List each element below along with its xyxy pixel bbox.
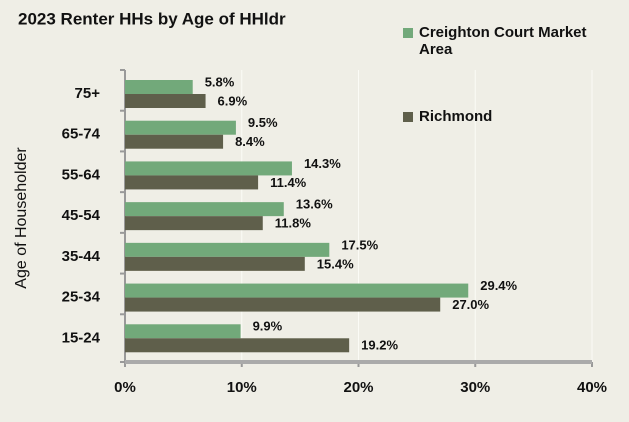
value-label: 17.5% — [341, 237, 378, 252]
y-tick-label: 45-54 — [62, 207, 101, 224]
bar — [125, 161, 292, 176]
value-label: 29.4% — [480, 278, 517, 293]
y-tick-label: 55-64 — [62, 166, 101, 183]
bar — [125, 94, 206, 108]
legend-item: Creighton Court Market Area — [403, 24, 618, 58]
bar — [125, 80, 193, 94]
bar — [125, 242, 330, 257]
bar — [125, 283, 469, 298]
value-label: 15.4% — [317, 256, 354, 271]
y-tick-label: 35-44 — [62, 248, 101, 265]
value-label: 27.0% — [452, 297, 489, 312]
bar — [125, 134, 224, 149]
value-label: 5.8% — [205, 74, 235, 89]
bar — [125, 338, 350, 353]
y-tick-label: 75+ — [75, 85, 101, 102]
x-tick-label: 30% — [460, 379, 490, 396]
x-tick-label: 10% — [227, 379, 257, 396]
x-tick-label: 0% — [114, 379, 136, 396]
y-tick-label: 15-24 — [62, 329, 101, 346]
value-label: 6.9% — [218, 93, 248, 108]
value-label: 11.4% — [270, 175, 307, 190]
bar — [125, 202, 284, 217]
bar — [125, 297, 441, 312]
legend-label: Richmond — [419, 108, 493, 125]
bar — [125, 175, 259, 190]
bar — [125, 256, 305, 271]
y-tick-label: 25-34 — [62, 289, 101, 306]
legend-item: Richmond — [403, 108, 618, 125]
legend-label: Creighton Court Market Area — [419, 24, 587, 58]
value-label: 9.9% — [253, 319, 283, 334]
chart-title: 2023 Renter HHs by Age of HHldr — [18, 9, 286, 28]
y-axis-label: Age of Householder — [13, 147, 30, 289]
x-tick-label: 40% — [577, 379, 607, 396]
bar — [125, 324, 241, 339]
value-label: 11.8% — [275, 216, 312, 231]
legend-swatch — [403, 28, 413, 38]
bar — [125, 120, 236, 135]
value-label: 8.4% — [235, 134, 265, 149]
y-tick-label: 65-74 — [62, 126, 101, 143]
value-label: 13.6% — [296, 197, 333, 212]
bar — [125, 216, 263, 231]
value-label: 19.2% — [361, 338, 398, 353]
value-label: 14.3% — [304, 156, 341, 171]
legend-swatch — [403, 112, 413, 122]
value-label: 9.5% — [248, 115, 278, 130]
x-tick-label: 20% — [343, 379, 373, 396]
